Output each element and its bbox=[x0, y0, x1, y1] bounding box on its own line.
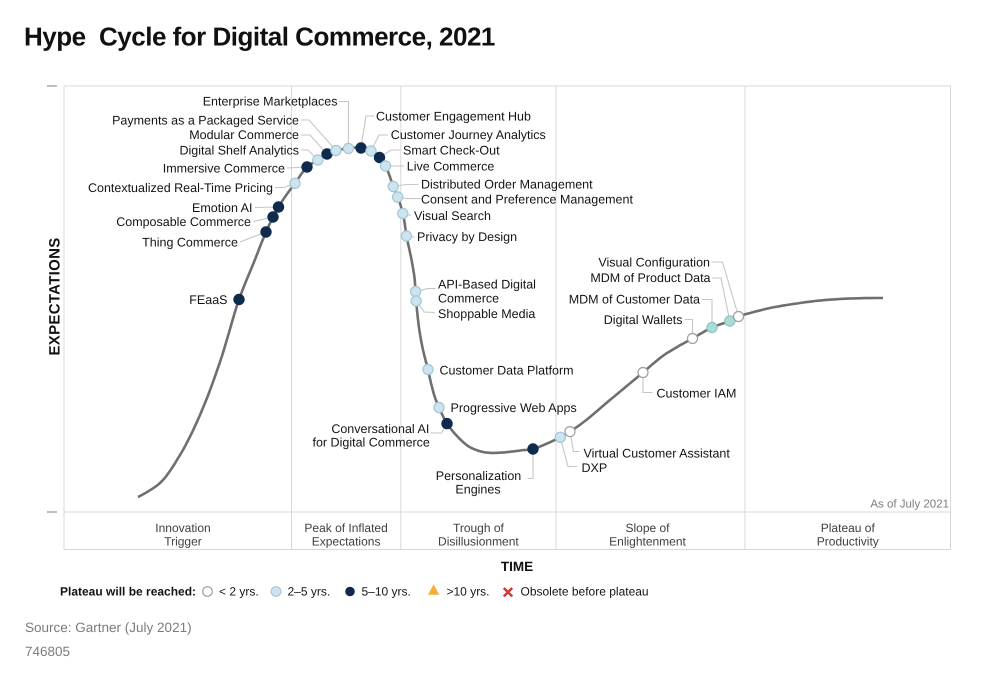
svg-text:Composable Commerce: Composable Commerce bbox=[116, 215, 251, 229]
svg-text:Obsolete before plateau: Obsolete before plateau bbox=[521, 585, 649, 599]
svg-text:Plateau will be reached:: Plateau will be reached: bbox=[60, 585, 196, 599]
svg-text:Smart Check-Out: Smart Check-Out bbox=[403, 143, 500, 157]
svg-text:Visual Configuration: Visual Configuration bbox=[598, 255, 710, 269]
svg-text:Enterprise Marketplaces: Enterprise Marketplaces bbox=[203, 95, 338, 109]
svg-text:Customer Journey Analytics: Customer Journey Analytics bbox=[391, 128, 546, 142]
svg-text:Visual Search: Visual Search bbox=[414, 209, 491, 223]
svg-text:Conversational AI: Conversational AI bbox=[331, 422, 429, 436]
svg-text:Slope of: Slope of bbox=[625, 521, 670, 535]
svg-text:MDM of Product Data: MDM of Product Data bbox=[590, 271, 710, 285]
svg-text:Enlightenment: Enlightenment bbox=[609, 535, 686, 549]
svg-text:Expectations: Expectations bbox=[312, 535, 381, 549]
svg-text:Source: Gartner (July 2021): Source: Gartner (July 2021) bbox=[25, 620, 192, 635]
svg-text:Innovation: Innovation bbox=[155, 521, 210, 535]
svg-text:5–10 yrs.: 5–10 yrs. bbox=[362, 585, 411, 599]
svg-text:Hype Cycle for Digital Commer: Hype Cycle for Digital Commerce, 2021 bbox=[24, 21, 495, 51]
svg-text:EXPECTATIONS: EXPECTATIONS bbox=[47, 237, 64, 355]
svg-text:Trough of: Trough of bbox=[453, 521, 505, 535]
svg-text:Disillusionment: Disillusionment bbox=[438, 535, 519, 549]
svg-text:TIME: TIME bbox=[501, 559, 533, 574]
svg-text:Distributed Order Management: Distributed Order Management bbox=[421, 178, 593, 192]
svg-text:< 2 yrs.: < 2 yrs. bbox=[219, 585, 259, 599]
svg-text:Payments as a Packaged Service: Payments as a Packaged Service bbox=[112, 113, 299, 127]
svg-text:746805: 746805 bbox=[25, 644, 70, 659]
svg-text:Virtual Customer Assistant: Virtual Customer Assistant bbox=[584, 447, 731, 461]
svg-text:Engines: Engines bbox=[455, 482, 500, 496]
svg-text:Modular Commerce: Modular Commerce bbox=[189, 128, 299, 142]
svg-text:Consent and Preference Managem: Consent and Preference Management bbox=[421, 193, 633, 207]
svg-text:Immersive Commerce: Immersive Commerce bbox=[163, 161, 285, 175]
svg-text:Digital Shelf Analytics: Digital Shelf Analytics bbox=[179, 143, 299, 157]
svg-text:Progressive Web Apps: Progressive Web Apps bbox=[451, 401, 577, 415]
svg-text:Live Commerce: Live Commerce bbox=[407, 160, 495, 174]
svg-text:Customer IAM: Customer IAM bbox=[657, 386, 737, 400]
svg-text:Commerce: Commerce bbox=[438, 292, 499, 306]
svg-text:Digital Wallets: Digital Wallets bbox=[604, 313, 683, 327]
svg-text:>10 yrs.: >10 yrs. bbox=[447, 585, 490, 599]
svg-text:Shoppable Media: Shoppable Media bbox=[438, 307, 535, 321]
svg-text:Emotion AI: Emotion AI bbox=[192, 201, 252, 215]
svg-text:Customer Data Platform: Customer Data Platform bbox=[440, 363, 574, 377]
svg-text:Thing Commerce: Thing Commerce bbox=[142, 236, 238, 250]
svg-text:FEaaS: FEaaS bbox=[189, 293, 227, 307]
svg-text:Customer Engagement Hub: Customer Engagement Hub bbox=[376, 109, 531, 123]
svg-text:Privacy by Design: Privacy by Design bbox=[417, 230, 517, 244]
svg-text:As of July 2021: As of July 2021 bbox=[870, 498, 949, 510]
svg-text:DXP: DXP bbox=[582, 461, 608, 475]
svg-text:for Digital Commerce: for Digital Commerce bbox=[313, 436, 430, 450]
svg-text:Peak of Inflated: Peak of Inflated bbox=[304, 521, 387, 535]
svg-text:2–5 yrs.: 2–5 yrs. bbox=[288, 585, 331, 599]
svg-text:Personalization: Personalization bbox=[436, 469, 522, 483]
svg-text:Contextualized Real-Time Prici: Contextualized Real-Time Pricing bbox=[88, 181, 273, 195]
svg-text:API-Based Digital: API-Based Digital bbox=[438, 277, 536, 291]
svg-text:Plateau of: Plateau of bbox=[821, 521, 876, 535]
svg-text:Trigger: Trigger bbox=[164, 535, 202, 549]
svg-text:MDM of Customer Data: MDM of Customer Data bbox=[569, 293, 700, 307]
svg-text:Productivity: Productivity bbox=[817, 535, 879, 549]
